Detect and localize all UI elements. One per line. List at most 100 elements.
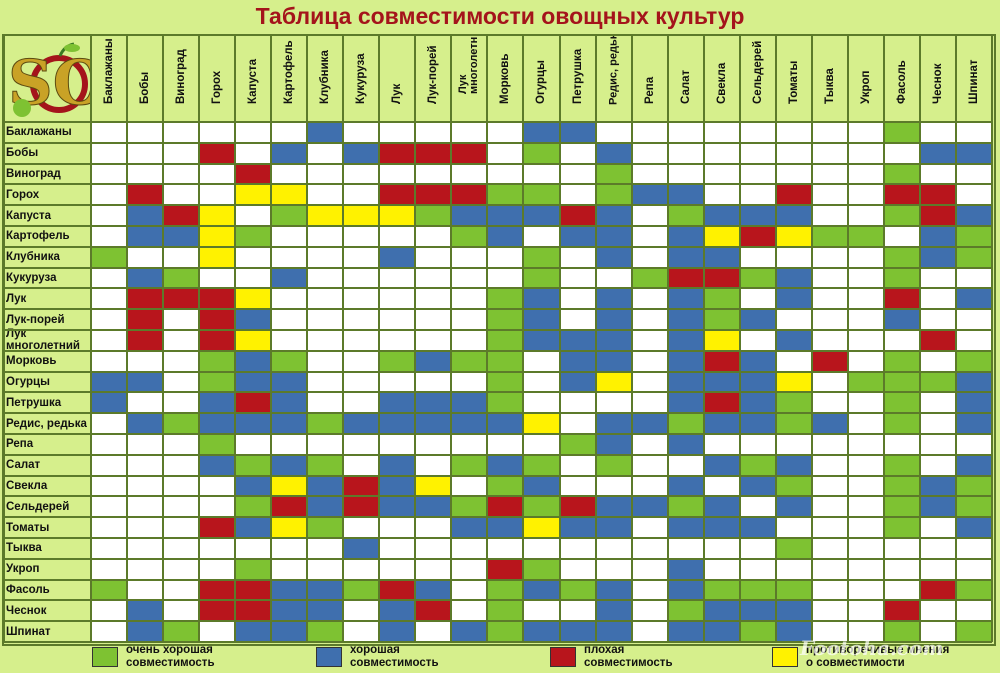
- table-cell: [631, 579, 668, 601]
- table-cell: [199, 246, 236, 268]
- table-cell: [523, 226, 560, 247]
- table-cell: [379, 350, 416, 372]
- table-cell: [487, 288, 524, 310]
- table-cell: [739, 496, 776, 518]
- table-cell: [163, 538, 200, 559]
- table-cell: [487, 454, 524, 476]
- table-cell: [91, 413, 128, 434]
- table-cell: [955, 600, 992, 622]
- table-cell: [559, 558, 596, 580]
- table-cell: [523, 288, 560, 310]
- column-header-label: Клубника: [319, 50, 332, 104]
- table-cell: [559, 226, 596, 247]
- table-cell: [775, 579, 812, 601]
- table-cell: [163, 621, 200, 642]
- table-cell: [235, 434, 272, 455]
- table-cell: [811, 434, 848, 455]
- table-cell: [523, 517, 560, 538]
- table-cell: [595, 371, 632, 393]
- table-cell: [595, 122, 632, 143]
- table-cell: [343, 350, 380, 372]
- table-cell: [919, 579, 956, 601]
- table-cell: [451, 142, 488, 164]
- table-cell: [667, 454, 704, 476]
- table-cell: [523, 475, 560, 497]
- table-cell: [307, 475, 344, 497]
- grid-line: [3, 516, 992, 519]
- table-cell: [451, 350, 488, 372]
- table-cell: [163, 392, 200, 414]
- table-cell: [127, 246, 164, 268]
- table-cell: [775, 226, 812, 247]
- row-header: Баклажаны: [6, 126, 72, 139]
- column-header-label: Укроп: [859, 70, 872, 104]
- column-header: Укроп: [848, 36, 884, 120]
- table-cell: [703, 475, 740, 497]
- column-header-label: Лук: [391, 83, 404, 104]
- table-cell: [955, 579, 992, 601]
- table-cell: [271, 288, 308, 310]
- table-cell: [199, 579, 236, 601]
- table-cell: [955, 558, 992, 580]
- table-cell: [307, 226, 344, 247]
- table-cell: [631, 538, 668, 559]
- table-cell: [847, 475, 884, 497]
- column-header-label: Морковь: [499, 53, 512, 104]
- table-cell: [775, 288, 812, 310]
- column-header: Чеснок: [920, 36, 956, 120]
- table-cell: [199, 163, 236, 185]
- grid-line: [3, 433, 992, 435]
- table-cell: [523, 350, 560, 372]
- table-cell: [343, 163, 380, 185]
- table-cell: [271, 350, 308, 372]
- table-cell: [739, 538, 776, 559]
- table-cell: [847, 330, 884, 351]
- column-header-label: Петрушка: [571, 48, 584, 104]
- table-cell: [379, 517, 416, 538]
- table-cell: [343, 371, 380, 393]
- table-cell: [235, 600, 272, 622]
- table-cell: [919, 205, 956, 226]
- table-cell: [739, 205, 776, 226]
- table-cell: [415, 392, 452, 414]
- table-cell: [487, 163, 524, 185]
- table-cell: [703, 600, 740, 622]
- table-cell: [919, 350, 956, 372]
- grid-line: [3, 141, 992, 144]
- column-header-label: Свекла: [715, 62, 728, 104]
- table-cell: [559, 205, 596, 226]
- table-cell: [919, 122, 956, 143]
- table-cell: [847, 142, 884, 164]
- grid-line: [594, 36, 597, 642]
- table-cell: [667, 496, 704, 518]
- table-cell: [595, 330, 632, 351]
- table-cell: [703, 558, 740, 580]
- table-cell: [703, 621, 740, 642]
- grid-line: [3, 641, 992, 643]
- table-cell: [163, 184, 200, 206]
- table-cell: [271, 330, 308, 351]
- table-cell: [307, 517, 344, 538]
- table-cell: [559, 496, 596, 518]
- table-cell: [631, 142, 668, 164]
- table-cell: [451, 600, 488, 622]
- row-header: Сельдерей: [6, 500, 70, 513]
- table-cell: [91, 350, 128, 372]
- table-cell: [631, 392, 668, 414]
- grid-line: [3, 308, 992, 311]
- table-cell: [883, 330, 920, 351]
- table-cell: [775, 454, 812, 476]
- table-cell: [811, 309, 848, 330]
- table-cell: [91, 600, 128, 622]
- table-cell: [487, 246, 524, 268]
- table-cell: [91, 330, 128, 351]
- table-cell: [667, 142, 704, 164]
- table-cell: [127, 621, 164, 642]
- table-cell: [199, 309, 236, 330]
- table-cell: [235, 392, 272, 414]
- table-cell: [127, 600, 164, 622]
- table-cell: [343, 330, 380, 351]
- table-cell: [127, 538, 164, 559]
- table-cell: [595, 475, 632, 497]
